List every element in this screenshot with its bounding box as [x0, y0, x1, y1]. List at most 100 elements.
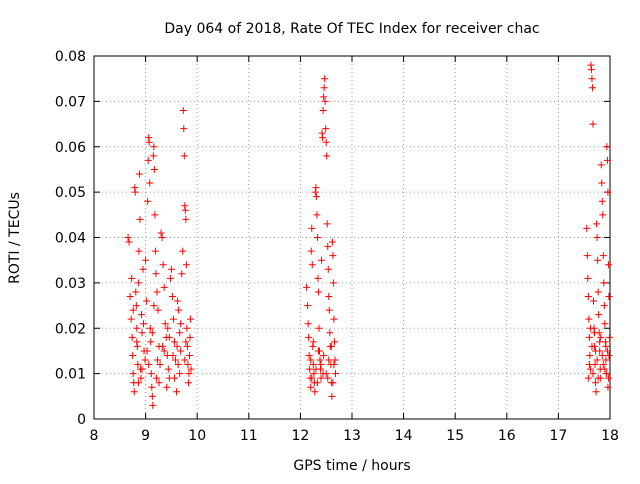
data-point — [149, 152, 157, 160]
data-point — [588, 75, 596, 83]
data-point — [130, 388, 138, 396]
data-point — [320, 351, 328, 359]
data-point — [584, 274, 592, 282]
data-point — [131, 188, 139, 196]
x-tick-label: 17 — [549, 428, 567, 444]
data-point — [307, 356, 315, 364]
data-point — [604, 374, 612, 382]
data-point — [317, 361, 325, 369]
data-point — [128, 333, 136, 341]
data-point — [314, 274, 322, 282]
data-point — [309, 342, 317, 350]
data-point — [604, 261, 612, 269]
x-tick-label: 18 — [601, 428, 619, 444]
data-point — [169, 315, 177, 323]
y-tick-label: 0.06 — [55, 140, 86, 156]
data-point — [586, 365, 594, 373]
data-point — [150, 302, 158, 310]
data-point — [311, 188, 319, 196]
data-point — [593, 356, 601, 364]
data-point — [305, 351, 313, 359]
data-point — [151, 211, 159, 219]
data-point — [598, 179, 606, 187]
data-point — [319, 106, 327, 114]
data-point — [134, 361, 142, 369]
data-point — [164, 365, 172, 373]
data-point — [583, 224, 591, 232]
data-point — [603, 347, 611, 355]
data-point — [585, 315, 593, 323]
data-point — [589, 297, 597, 305]
data-point — [185, 351, 193, 359]
data-point — [157, 229, 165, 237]
data-point — [138, 365, 146, 373]
data-point — [603, 156, 611, 164]
data-point — [598, 197, 606, 205]
data-point — [173, 342, 181, 350]
x-tick-label: 11 — [240, 428, 258, 444]
data-point — [140, 320, 148, 328]
data-point — [186, 333, 194, 341]
data-point — [322, 125, 330, 133]
data-point — [174, 361, 182, 369]
data-point — [164, 324, 172, 332]
data-point — [147, 338, 155, 346]
data-point — [150, 143, 158, 151]
data-point — [329, 379, 337, 387]
data-point — [588, 84, 596, 92]
data-point — [329, 252, 337, 260]
data-point — [133, 338, 141, 346]
data-point — [187, 365, 195, 373]
data-point — [144, 197, 152, 205]
data-point — [153, 288, 161, 296]
data-point — [179, 106, 187, 114]
data-point — [132, 288, 140, 296]
data-point — [585, 361, 593, 369]
data-point — [602, 370, 610, 378]
data-point — [129, 370, 137, 378]
data-point — [125, 238, 133, 246]
data-point — [148, 392, 156, 400]
data-point — [156, 361, 164, 369]
data-point — [328, 392, 336, 400]
data-point — [178, 270, 186, 278]
data-point — [588, 342, 596, 350]
data-point — [308, 374, 316, 382]
data-point — [592, 379, 600, 387]
data-point — [145, 134, 153, 142]
data-point — [151, 247, 159, 255]
data-point — [594, 256, 602, 264]
data-point — [314, 288, 322, 296]
data-point — [604, 188, 612, 196]
x-tick-label: 9 — [141, 428, 150, 444]
x-tick-label: 15 — [446, 428, 464, 444]
data-point — [604, 383, 612, 391]
data-point — [586, 351, 594, 359]
data-point — [315, 324, 323, 332]
data-point — [599, 211, 607, 219]
data-point — [598, 351, 606, 359]
y-tick-label: 0.01 — [55, 367, 86, 383]
data-point — [150, 165, 158, 173]
data-point — [605, 333, 613, 341]
data-point — [152, 270, 160, 278]
data-point — [325, 306, 333, 314]
data-point — [587, 66, 595, 74]
data-point — [585, 333, 593, 341]
data-point — [186, 315, 194, 323]
data-point — [146, 179, 154, 187]
data-point — [593, 220, 601, 228]
data-point — [596, 338, 604, 346]
data-point — [124, 234, 132, 241]
data-point — [177, 320, 185, 328]
data-point — [325, 356, 333, 364]
data-point — [160, 283, 168, 291]
data-point — [601, 365, 609, 373]
data-point — [180, 125, 188, 133]
data-point — [133, 342, 141, 350]
data-point — [137, 374, 145, 382]
data-point — [319, 134, 327, 142]
data-point — [182, 215, 190, 223]
data-point — [153, 356, 161, 364]
